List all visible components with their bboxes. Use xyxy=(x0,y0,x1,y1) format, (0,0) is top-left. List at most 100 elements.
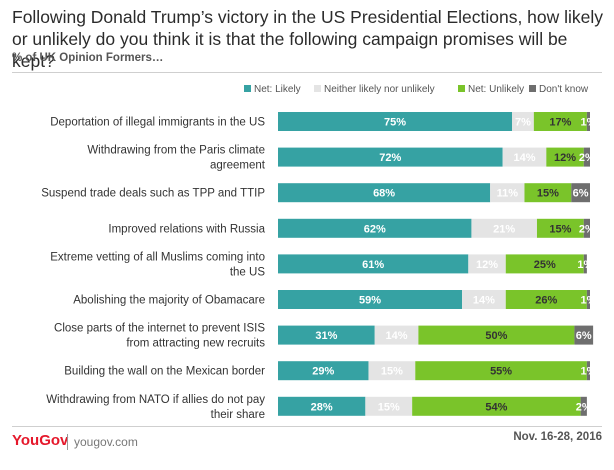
category-label: Abolishing the majority of Obamacare xyxy=(73,295,265,307)
data-label: 7% xyxy=(515,117,531,129)
bar-segment xyxy=(536,218,584,238)
bar-segment xyxy=(583,147,590,167)
data-label: 12% xyxy=(554,152,576,164)
bar-segment xyxy=(505,290,587,309)
data-label: 62% xyxy=(364,223,386,235)
category-label: Withdrawing from the Paris climate agreem… xyxy=(87,145,265,172)
category-label-line: Building the wall on the Mexican border xyxy=(64,366,265,378)
bar-segment xyxy=(278,183,491,203)
data-label: 14% xyxy=(513,152,535,164)
bar-segment xyxy=(546,147,584,167)
legend-label: Don't know xyxy=(539,84,589,95)
data-label: 31% xyxy=(315,330,337,342)
category-label: Extreme vetting of all Muslims coming in… xyxy=(50,251,265,278)
bar-segment xyxy=(278,290,463,309)
data-label: 61% xyxy=(362,259,384,271)
data-label: 75% xyxy=(384,117,406,129)
data-label: 59% xyxy=(359,295,381,307)
bar-segment xyxy=(583,218,590,238)
category-label-line: Improved relations with Russia xyxy=(108,223,265,235)
data-label: 1% xyxy=(580,295,596,307)
bar-segment xyxy=(278,254,469,274)
data-label: 6% xyxy=(573,188,589,200)
bar-segment xyxy=(490,183,525,203)
bar-segment xyxy=(278,396,366,416)
bar-segment xyxy=(462,290,506,309)
data-label: 15% xyxy=(549,223,571,235)
category-label-line: from attracting new recruits xyxy=(126,338,265,350)
data-label: 29% xyxy=(312,366,334,378)
legend-swatch xyxy=(314,85,321,92)
bar-segment xyxy=(278,361,369,381)
data-label: 28% xyxy=(311,401,333,413)
data-label: 15% xyxy=(381,366,403,378)
bar-segment xyxy=(586,361,590,381)
bar-segment xyxy=(586,290,590,309)
category-label-line: agreement xyxy=(210,160,266,172)
legend-item: Net: Likely xyxy=(244,84,301,95)
bar-segment xyxy=(374,325,419,345)
survey-date: Nov. 16-28, 2016 xyxy=(513,431,602,443)
data-label: 15% xyxy=(378,401,400,413)
bar-segment xyxy=(278,325,375,345)
data-label: 6% xyxy=(576,330,592,342)
legend-item: Don't know xyxy=(529,84,589,95)
legend-item: Neither likely nor unlikely xyxy=(314,84,435,95)
legend: Net: Likely Neither likely nor unlikely Ne… xyxy=(244,84,589,95)
footer-site: yougov.com xyxy=(74,435,138,449)
bar-segment xyxy=(583,254,587,274)
bar-segment xyxy=(471,218,537,238)
legend-label: Net: Likely xyxy=(254,84,301,95)
data-label: 1% xyxy=(580,117,596,129)
category-label-line: Close parts of the internet to prevent I… xyxy=(54,323,265,335)
data-label: 68% xyxy=(373,188,395,200)
data-label: 1% xyxy=(577,259,593,271)
data-label: 25% xyxy=(534,259,556,271)
bar-segment xyxy=(512,112,534,131)
yougov-logo: YouGov xyxy=(12,432,69,449)
category-label-line: Abolishing the majority of Obamacare xyxy=(73,295,265,307)
bar-segment xyxy=(502,147,547,167)
category-label: Withdrawing from NATO if allies do not p… xyxy=(46,394,265,421)
data-label: 50% xyxy=(485,330,507,342)
data-label: 15% xyxy=(537,188,559,200)
legend-swatch xyxy=(458,85,465,92)
bar-segment xyxy=(571,183,590,203)
bar-segment xyxy=(418,325,575,345)
bar-segment xyxy=(278,218,472,238)
data-label: 12% xyxy=(476,259,498,271)
bar-segment xyxy=(524,183,572,203)
category-label-line: Withdrawing from the Paris climate xyxy=(87,145,265,157)
data-label: 2% xyxy=(579,223,595,235)
top-divider xyxy=(12,72,602,73)
category-label: Building the wall on the Mexican border xyxy=(64,366,265,378)
chart-title: Following Donald Trump’s victory in the … xyxy=(12,7,604,71)
data-label: 2% xyxy=(579,152,595,164)
bar-segment xyxy=(574,325,594,345)
category-label: Deportation of illegal immigrants in the… xyxy=(50,117,265,129)
legend-swatch xyxy=(244,85,251,92)
category-label: Close parts of the internet to prevent I… xyxy=(54,323,265,350)
bar-segment xyxy=(533,112,587,131)
category-label: Improved relations with Russia xyxy=(108,223,265,235)
data-label: 55% xyxy=(490,366,512,378)
bar-segment xyxy=(412,396,581,416)
bar-segment xyxy=(505,254,584,274)
bar-segment xyxy=(368,361,416,381)
bar-segment xyxy=(586,112,590,131)
category-label: Suspend trade deals such as TPP and TTIP xyxy=(41,188,265,200)
data-label: 17% xyxy=(549,117,571,129)
data-label: 21% xyxy=(493,223,515,235)
data-label: 11% xyxy=(497,188,519,200)
legend-item: Net: Unlikely xyxy=(458,84,524,95)
bar-segment xyxy=(468,254,506,274)
data-label: 26% xyxy=(535,295,557,307)
chart-subtitle: % of UK Opinion Formers… xyxy=(12,52,164,64)
category-label-line: their share xyxy=(211,409,265,421)
bar-segment xyxy=(415,361,587,381)
data-label: 2% xyxy=(576,401,592,413)
data-label: 72% xyxy=(379,152,401,164)
footer-separator xyxy=(67,434,68,450)
bar-segment xyxy=(278,112,512,131)
bar-segment xyxy=(580,396,587,416)
